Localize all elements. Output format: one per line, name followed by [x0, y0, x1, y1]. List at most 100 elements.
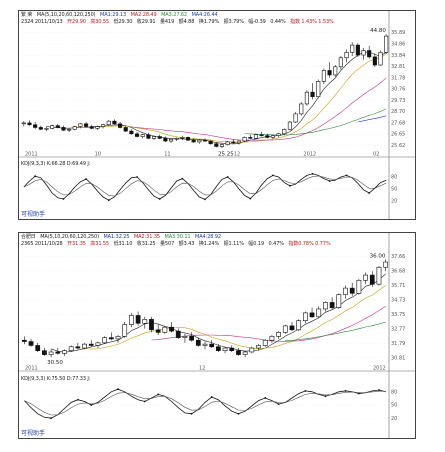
candle: [33, 124, 38, 128]
candle: [249, 347, 255, 353]
right-axis-tick-label: 33.84: [391, 53, 405, 59]
candle: [321, 70, 326, 82]
right-axis-tick-label: 32.81: [391, 64, 405, 70]
candle: [289, 325, 295, 331]
candle: [376, 266, 382, 285]
right-axis-tick-label: 27.68: [391, 120, 405, 126]
candle: [82, 343, 87, 349]
candle: [282, 128, 287, 135]
kdj-label-2: KDJ(9,3,3) K:75.50 D:77.33 J:: [21, 376, 91, 382]
ma-value-4: MA4:26.44: [191, 12, 218, 18]
candle: [68, 346, 74, 351]
x-axis-tick-label: 11: [164, 152, 170, 158]
x-axis-tick-label: 2011: [25, 366, 38, 372]
kdj-turning-point: [107, 199, 110, 202]
kdj-turning-point: [158, 198, 161, 200]
ohlc-change: 幅-0.39: [248, 19, 266, 25]
kdj-line: [23, 173, 387, 201]
kdj-turning-point: [328, 180, 331, 182]
candle: [310, 91, 315, 97]
ohlc-change: 幅0.19: [248, 241, 265, 247]
right-axis-tick-label: 34.73: [391, 297, 405, 303]
candle: [129, 315, 134, 325]
candle: [67, 128, 72, 131]
ohlc-change-pct: 0.47%: [268, 241, 284, 247]
candle: [209, 343, 215, 348]
ohlc-change-pct: 0.44%: [270, 19, 286, 25]
chart-panel-2: 合肥日 MA(5,10,20,60,120,250) MA1:32.25 MA2…: [18, 232, 416, 439]
candle: [115, 336, 121, 340]
ma-value-2: MA2:28.49: [130, 12, 157, 18]
kdj-turning-point: [378, 389, 380, 391]
candle: [162, 326, 168, 333]
candle: [21, 339, 27, 342]
candle: [155, 329, 161, 333]
kdj-turning-point: [190, 412, 193, 415]
indicator-tick-label: 80: [391, 175, 397, 181]
ohlc-low: 低31.10: [113, 241, 133, 247]
candle: [202, 343, 208, 346]
kdj-turning-point: [62, 198, 65, 200]
candle: [327, 70, 332, 76]
right-axis-tick-label: 30.81: [391, 355, 405, 361]
ohlc-turnover: 换1.79%: [198, 19, 220, 25]
candle: [135, 133, 140, 137]
candle: [287, 121, 292, 130]
right-axis-tick-label: 31.79: [391, 341, 405, 347]
indicator-tick-label: 50: [391, 403, 397, 409]
ma-value-3: MA3:30.11: [164, 234, 191, 240]
candle: [231, 141, 236, 144]
high-price-label: 44.80: [370, 28, 386, 34]
ma-value-1: MA1:32.25: [103, 234, 130, 240]
candle: [44, 128, 49, 130]
footer-label-1: 可视助手: [21, 211, 46, 218]
x-axis-tick-label: 2012: [303, 152, 316, 158]
low-price-label: 25.25: [218, 151, 234, 157]
candlestick-chart-2: 37.66 36.68 35.71 34.73 33.75 32.77 31.79 30.81…: [19, 233, 415, 438]
candle: [344, 52, 349, 59]
candle: [338, 57, 343, 68]
candle: [78, 123, 83, 127]
candle: [299, 103, 304, 115]
candle: [102, 337, 108, 344]
high-price-label: 36.00: [370, 253, 386, 259]
ohlc-volume: 量419: [160, 19, 175, 25]
candle: [48, 351, 54, 355]
candle: [270, 135, 275, 138]
candle: [225, 141, 230, 145]
right-axis-tick-label: 29.73: [391, 98, 405, 104]
candle: [302, 312, 308, 321]
candle: [146, 134, 151, 139]
candle: [175, 330, 181, 338]
candle: [350, 44, 355, 53]
ohlc-date: 2365 2011/10/28: [21, 241, 63, 247]
kdj-turning-point: [226, 176, 229, 178]
candle: [259, 134, 264, 136]
candle: [108, 337, 114, 340]
candle: [191, 139, 196, 143]
candle: [28, 341, 34, 346]
candle: [88, 343, 94, 346]
ohlc-amount: 额3.43: [178, 241, 195, 247]
candle: [174, 138, 179, 140]
candle: [122, 324, 128, 337]
ohlc-volume: 量507: [160, 241, 175, 247]
candle: [222, 347, 228, 351]
ohlc-header-line: 2324 2011/10/13 开29.90 高30.55 低29.30 收29…: [21, 19, 337, 25]
kdj-turning-point: [345, 174, 348, 177]
kdj-turning-point: [368, 192, 371, 194]
ohlc-turnover: 换1.24%: [198, 241, 220, 247]
candle: [163, 138, 168, 142]
candle: [208, 140, 213, 145]
candle: [202, 139, 208, 142]
candle: [149, 319, 154, 331]
kdj-turning-point: [304, 390, 307, 392]
candle: [384, 35, 389, 53]
ohlc-open: 开29.90: [67, 19, 86, 25]
kdj-turning-point: [76, 398, 79, 401]
kdj-turning-point: [90, 404, 93, 406]
candle: [180, 137, 185, 139]
candle: [38, 127, 43, 130]
kdj-label-1: KDJ(9,3,3) K:66.28 D:69.49 J:: [21, 161, 91, 167]
chart-panel-1: 繁 荣 MA(5,10,20,60,120,250) MA1:29.13 MA2…: [18, 10, 416, 220]
